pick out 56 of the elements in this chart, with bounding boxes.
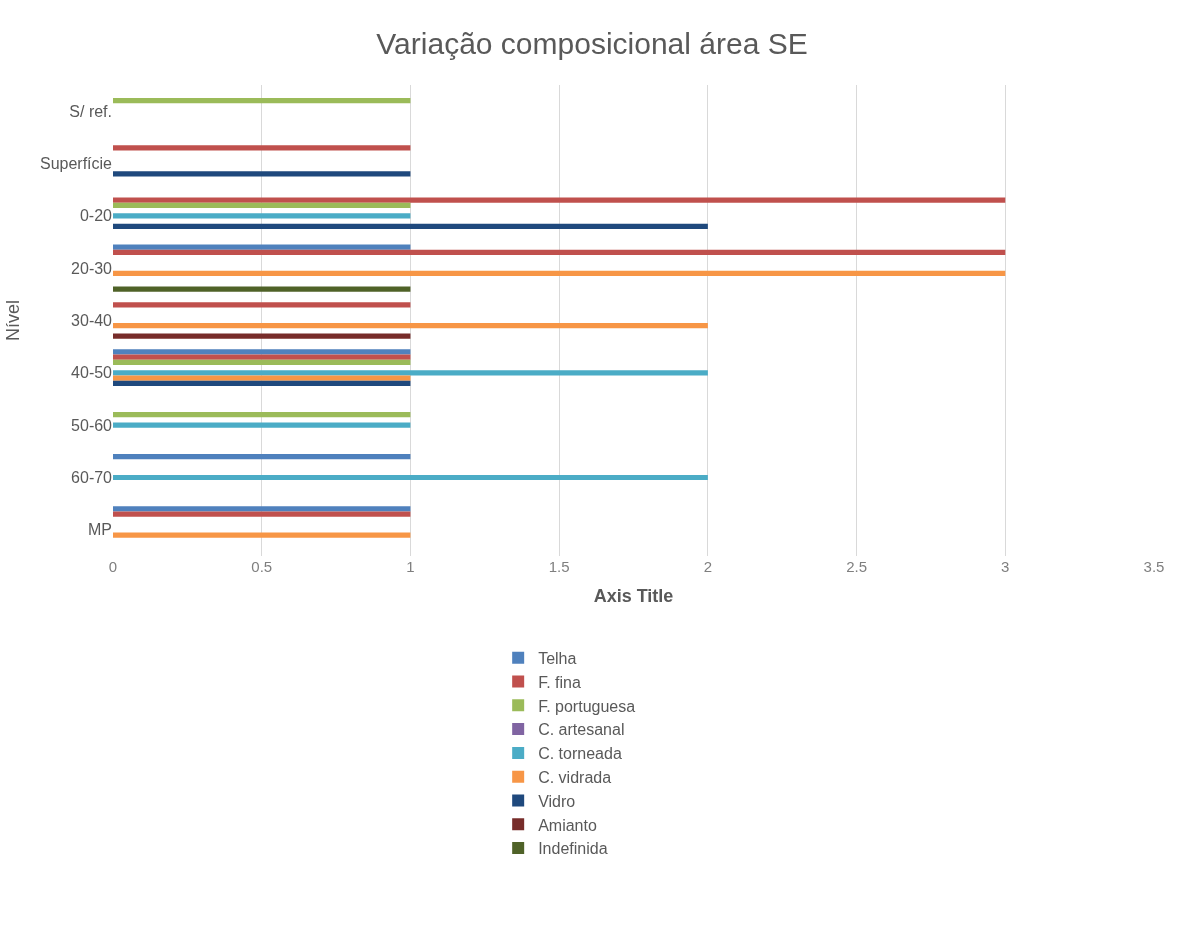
y-tick-label: Superfície: [39, 155, 113, 173]
legend-label: C. artesanal: [538, 721, 625, 739]
bar: [113, 323, 708, 329]
bar: [113, 375, 411, 381]
y-tick-label: S/ ref.: [69, 102, 112, 120]
bar: [113, 223, 708, 229]
y-tick-label: 30-40: [71, 312, 113, 330]
bar: [113, 213, 411, 219]
legend-label: F. fina: [538, 673, 581, 691]
bar: [113, 302, 411, 308]
y-tick-label: 40-50: [71, 364, 113, 382]
y-axis-title: Nível: [3, 299, 24, 342]
bar: [113, 453, 411, 460]
y-tick-label: 20-30: [71, 259, 113, 277]
bar: [113, 333, 411, 339]
legend-label: C. torneada: [538, 745, 622, 763]
bar: [113, 202, 411, 208]
y-tick-label: MP: [88, 521, 112, 539]
x-axis-title: Axis Title: [593, 586, 674, 607]
bar: [113, 98, 411, 104]
bar: [113, 422, 411, 428]
bar: [113, 171, 411, 177]
x-tick-label: 0: [108, 558, 118, 575]
bar: [113, 249, 1006, 256]
bar: [113, 354, 411, 360]
bar: [113, 286, 411, 292]
bar: [113, 380, 411, 386]
legend-label: Indefinida: [538, 840, 608, 858]
y-tick-label: 0-20: [79, 207, 113, 225]
x-tick-label: 3.5: [1143, 558, 1165, 575]
bar: [113, 359, 411, 365]
bar: [113, 270, 1006, 277]
bar: [113, 370, 708, 376]
bar: [113, 532, 411, 538]
legend-label: Vidro: [538, 792, 576, 810]
x-tick-label: 2: [703, 558, 713, 575]
bar: [113, 506, 411, 512]
x-tick-label: 1.5: [548, 558, 570, 575]
bar: [113, 349, 411, 355]
bar: [113, 197, 1006, 203]
bar: [113, 244, 411, 250]
x-tick-label: 0.5: [251, 558, 273, 575]
y-tick-label: 60-70: [71, 469, 113, 487]
bar: [113, 145, 411, 151]
x-tick-label: 3: [1001, 558, 1010, 575]
bar: [113, 511, 411, 517]
x-tick-label: 2.5: [846, 558, 867, 575]
bar: [113, 474, 708, 481]
legend-label: F. portuguesa: [538, 697, 636, 715]
bar: [113, 412, 411, 418]
x-tick-label: 1: [406, 558, 415, 575]
chart-title: Variação composicional área SE: [376, 26, 808, 60]
y-tick-label: 50-60: [71, 416, 113, 434]
legend-label: C. vidrada: [538, 768, 612, 786]
legend-label: Telha: [538, 649, 577, 667]
legend-label: Amianto: [538, 816, 597, 834]
